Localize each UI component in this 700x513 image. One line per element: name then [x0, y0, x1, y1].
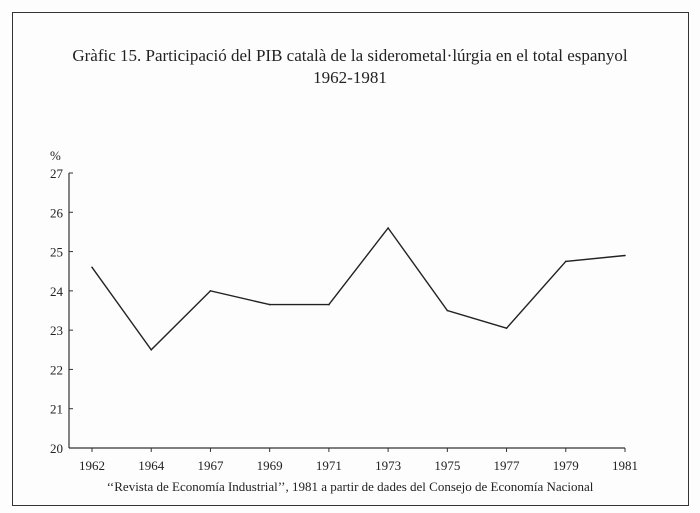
chart-title: Gràfic 15. Participació del PIB català d…	[72, 46, 628, 65]
x-tick-label: 1979	[553, 458, 579, 473]
y-tick-label: 22	[50, 362, 63, 377]
x-tick-label: 1981	[612, 458, 638, 473]
data-point	[446, 309, 449, 312]
x-tick-label: 1971	[316, 458, 342, 473]
chart-source: ‘‘Revista de Economía Industrial’’, 1981…	[106, 479, 594, 494]
data-point	[91, 266, 93, 269]
y-tick-label: 26	[50, 205, 64, 220]
y-tick-label: 23	[50, 323, 63, 338]
x-tick-label: 1969	[257, 458, 283, 473]
x-tick-label: 1967	[197, 458, 224, 473]
y-tick-label: 20	[50, 441, 63, 456]
y-axis-label: %	[50, 148, 61, 163]
data-point	[387, 227, 389, 229]
chart-frame	[12, 12, 689, 506]
data-point	[624, 254, 626, 257]
y-tick-label: 25	[50, 245, 63, 260]
y-tick-label: 21	[50, 402, 63, 417]
data-point	[564, 260, 567, 263]
x-tick-label: 1962	[79, 458, 105, 473]
series-line	[91, 226, 626, 351]
x-tick-label: 1964	[138, 458, 165, 473]
data-point	[268, 303, 271, 306]
x-tick-label: 1975	[434, 458, 460, 473]
y-tick-label: 24	[50, 284, 64, 299]
data-point	[209, 290, 212, 292]
data-point	[150, 348, 153, 351]
y-tick-label: 27	[50, 166, 64, 181]
chart-subtitle: 1962-1981	[313, 68, 387, 87]
data-point	[328, 303, 330, 306]
x-tick-label: 1977	[494, 458, 521, 473]
x-tick-label: 1973	[375, 458, 401, 473]
data-point	[505, 327, 508, 329]
